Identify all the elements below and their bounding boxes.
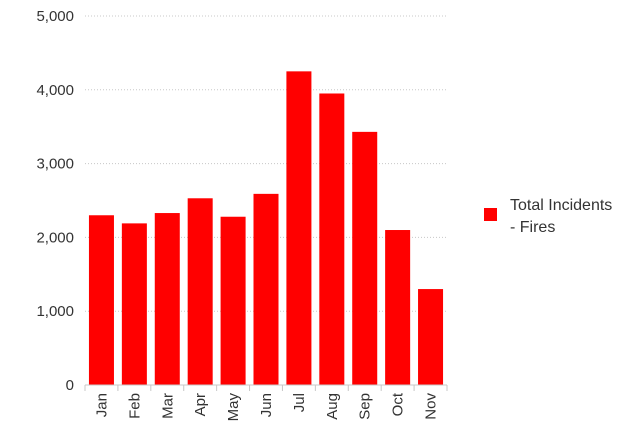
y-tick-label: 1,000 (36, 303, 74, 320)
x-tick-label: Feb (126, 393, 143, 419)
x-tick-label: May (225, 393, 242, 422)
x-tick-label: Apr (192, 393, 209, 416)
bar-apr (187, 198, 213, 385)
bar-mar (154, 213, 180, 385)
y-tick-label: 0 (66, 377, 74, 394)
x-tick-label: Sep (357, 393, 374, 420)
x-tick-label: Jun (258, 393, 275, 417)
x-tick-label: Oct (390, 392, 407, 416)
bar-aug (319, 93, 345, 386)
bar-jul (286, 71, 312, 385)
bar-may (220, 216, 246, 385)
x-tick-label: Aug (324, 393, 341, 420)
x-axis: Jan Feb Mar Apr May Jun Jul Aug Sep Oct Nov (84, 384, 448, 422)
bar-feb (121, 223, 147, 385)
y-tick-label: 2,000 (36, 229, 74, 246)
y-tick-label: 3,000 (36, 156, 74, 173)
legend-label-line-1: Total Incidents (510, 197, 612, 214)
legend: Total Incidents - Fires (484, 197, 612, 236)
x-tick-label: Jul (291, 393, 308, 412)
x-tick-label: Jan (93, 393, 110, 417)
y-axis: 0 1,000 2,000 3,000 4,000 5,000 (36, 8, 74, 394)
bars (88, 71, 444, 386)
bar-jan (88, 215, 114, 385)
bar-oct (385, 230, 411, 385)
legend-label-line-2: - Fires (510, 219, 555, 236)
y-tick-label: 4,000 (36, 82, 74, 99)
bar-nov (418, 289, 444, 385)
y-tick-label: 5,000 (36, 8, 74, 25)
bar-jun (253, 193, 279, 385)
bar-sep (352, 131, 378, 385)
x-tick-label: Mar (159, 393, 176, 419)
x-tick-label: Nov (423, 393, 440, 420)
legend-swatch (484, 208, 497, 221)
